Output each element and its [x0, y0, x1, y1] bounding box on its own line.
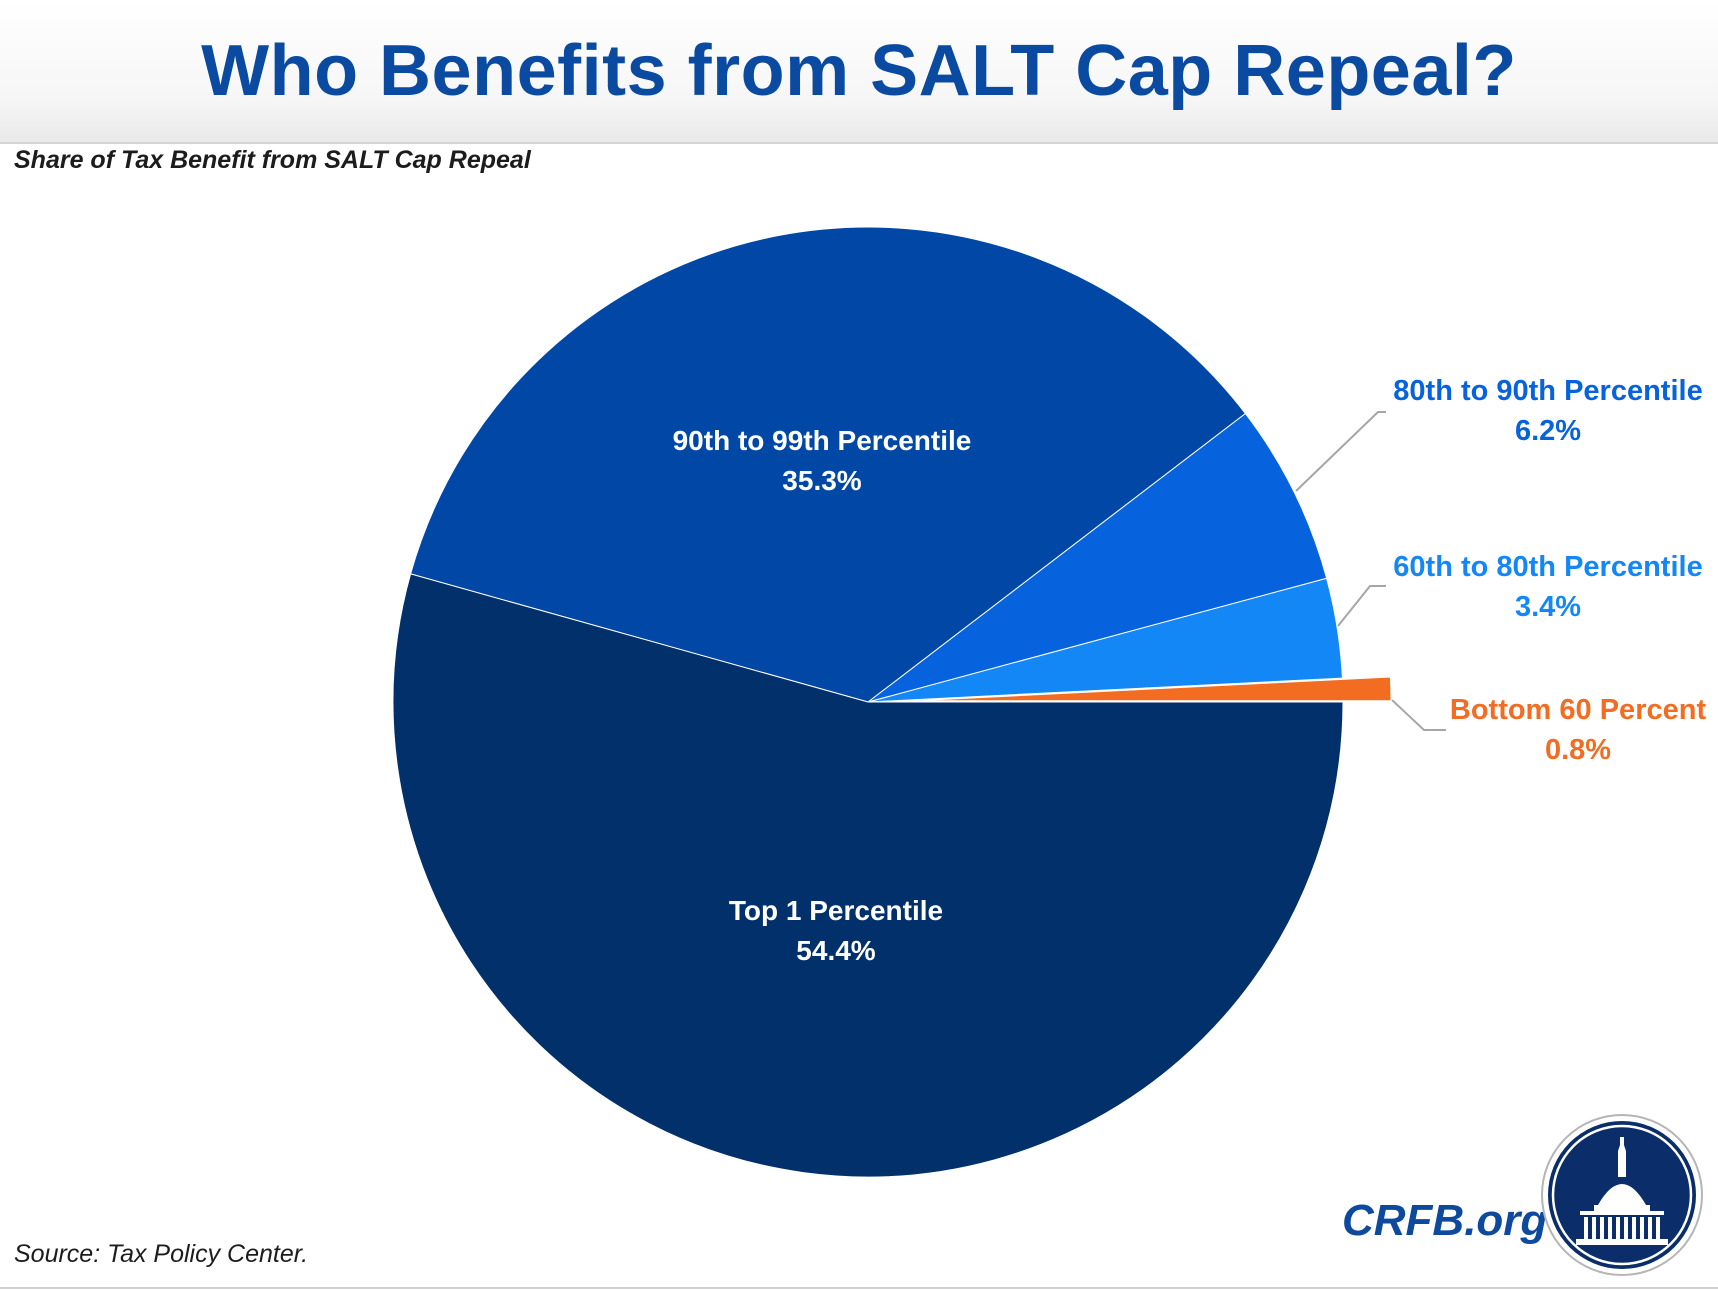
data-label-60th-to-80th-percentile: 60th to 80th Percentile: [1393, 551, 1702, 583]
data-value-bottom-60-percent: 0.8%: [1545, 734, 1611, 766]
chart-subtitle: Share of Tax Benefit from SALT Cap Repea…: [14, 146, 531, 174]
data-label-80th-to-90th-percentile: 80th to 90th Percentile: [1393, 375, 1702, 407]
leader-line-bottom-60-percent: [1391, 699, 1446, 731]
data-value-top-1-percentile: 54.4%: [796, 935, 875, 966]
data-value-80th-to-90th-percentile: 6.2%: [1515, 415, 1581, 447]
data-value-60th-to-80th-percentile: 3.4%: [1515, 591, 1581, 623]
data-label-bottom-60-percent: Bottom 60 Percent: [1450, 694, 1707, 726]
page-title: Who Benefits from SALT Cap Repeal?: [201, 31, 1517, 111]
pie-slice-bottom-60-percent: [915, 676, 1392, 702]
data-value-90th-to-99th-percentile: 35.3%: [782, 465, 861, 496]
footer-divider: [0, 1287, 1718, 1289]
data-label-top-1-percentile: Top 1 Percentile: [729, 895, 943, 926]
brand-link[interactable]: CRFB.org: [1342, 1196, 1548, 1245]
capitol-dome-seal-icon: [1541, 1114, 1703, 1276]
pie-slice-90th-to-99th-percentile: [409, 226, 1247, 703]
leader-line-80th-to-90th-percentile: [1295, 411, 1386, 492]
pie-slice-80th-to-90th-percentile: [867, 412, 1328, 703]
header-bar: Who Benefits from SALT Cap Repeal?: [0, 0, 1718, 144]
pie-slice-top-1-percentile: [392, 573, 1344, 1178]
leader-line-60th-to-80th-percentile: [1337, 585, 1386, 627]
source-note: Source: Tax Policy Center.: [14, 1240, 309, 1268]
data-label-90th-to-99th-percentile: 90th to 99th Percentile: [673, 425, 972, 456]
